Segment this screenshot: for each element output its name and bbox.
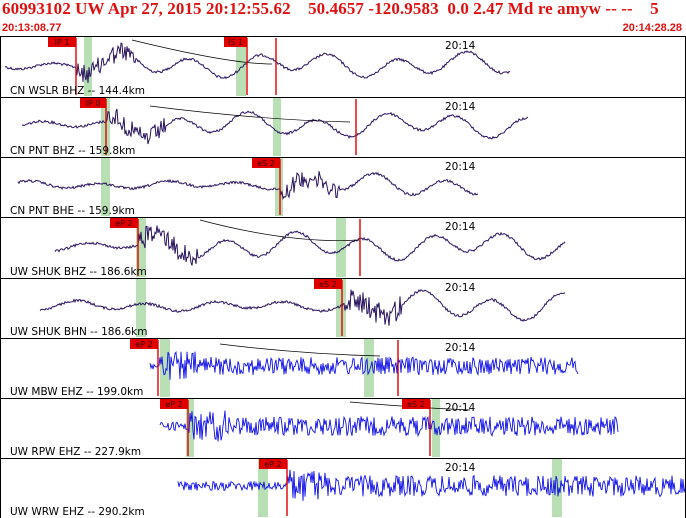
phase-pick-label: eP 2	[135, 340, 152, 349]
station-panel[interactable]: eP 2 20:14 UW SHUK BHZ -- 186.6km	[10, 218, 566, 278]
station-label: UW SHUK BHZ -- 186.6km	[10, 266, 147, 278]
waveform-trace	[17, 171, 479, 201]
station-panel[interactable]: eS 2 20:14 CN PNT BHE -- 159.9km	[10, 158, 479, 217]
phase-pick-label: IS 1	[228, 38, 243, 47]
phase-pick-box[interactable]	[130, 339, 158, 349]
pick-window-band	[84, 37, 92, 96]
pick-window-band	[336, 218, 346, 277]
station-label: CN PNT BHZ -- 159.8km	[10, 145, 135, 157]
station-label: UW RPW EHZ -- 227.9km	[10, 446, 141, 458]
phase-pick-label: eS 2	[257, 159, 275, 168]
pick-window-band	[101, 158, 110, 216]
station-label: UW SHUK BHN -- 186.6km	[10, 326, 147, 338]
pick-window-band	[552, 459, 562, 517]
station-label: UW MBW EHZ -- 199.0km	[10, 386, 143, 398]
pick-window-band	[136, 279, 146, 337]
travel-time-curve	[149, 105, 351, 123]
station-label: CN WSLR BHZ -- 144.4km	[10, 85, 145, 97]
travel-time-curve	[131, 39, 273, 65]
station-panel[interactable]: eP 2 eS 2 20:14 UW RPW EHZ -- 227.9km	[10, 399, 619, 458]
waveform-trace	[39, 289, 566, 326]
pick-window-band	[275, 158, 283, 216]
time-tick-label: 20:14	[445, 462, 476, 474]
phase-pick-label: eP 2	[115, 219, 132, 228]
phase-pick-label: eS 2	[407, 400, 425, 409]
window-end-time: 20:14:28.28	[622, 22, 682, 34]
phase-pick-box[interactable]	[110, 218, 138, 228]
time-tick-label: 20:14	[445, 161, 476, 173]
time-tick-label: 20:14	[445, 221, 476, 233]
pick-window-band	[336, 279, 346, 337]
waveform-trace	[4, 42, 511, 83]
phase-pick-box[interactable]	[252, 158, 280, 168]
travel-time-curve	[219, 343, 381, 357]
window-start-time: 20:13:08.77	[2, 22, 62, 34]
travel-time-curve	[199, 219, 361, 241]
phase-pick-box[interactable]	[48, 37, 76, 47]
phase-pick-box[interactable]	[402, 399, 430, 409]
time-tick-label: 20:14	[445, 282, 476, 294]
phase-pick-box[interactable]	[160, 399, 188, 409]
pick-window-band	[364, 339, 374, 397]
waveform-trace	[149, 350, 579, 380]
phase-pick-box[interactable]	[224, 37, 247, 47]
event-title: 60993102 UW Apr 27, 2015 20:12:55.62 50.…	[2, 0, 659, 18]
time-tick-label: 20:14	[445, 40, 476, 52]
station-panel[interactable]: eS 2 20:14 UW SHUK BHN -- 186.6km	[10, 279, 566, 338]
pick-window-band	[273, 98, 281, 156]
phase-pick-box[interactable]	[80, 98, 106, 108]
pick-window-band	[136, 218, 146, 277]
time-tick-label: 20:14	[445, 402, 476, 414]
station-panel[interactable]: IP 0 20:14 CN PNT BHZ -- 159.8km	[10, 98, 529, 157]
waveform-trace	[177, 469, 686, 501]
station-panel[interactable]: eP 2 20:14 UW WRW EHZ -- 290.2km	[10, 459, 686, 518]
phase-pick-label: eP 2	[264, 460, 281, 469]
station-label: UW WRW EHZ -- 290.2km	[10, 506, 145, 518]
pick-window-band	[160, 339, 170, 397]
station-panel[interactable]: IP 1 IS 1 20:14 CN WSLR BHZ -- 144.4km	[4, 37, 511, 97]
station-label: CN PNT BHE -- 159.9km	[10, 205, 135, 217]
phase-pick-label: eS 2	[319, 280, 337, 289]
phase-pick-label: IP 0	[86, 99, 101, 108]
waveform-trace	[159, 410, 619, 442]
phase-pick-label: eP 2	[165, 400, 182, 409]
waveform-trace	[54, 225, 566, 266]
station-panel[interactable]: eP 2 20:14 UW MBW EHZ -- 199.0km	[10, 339, 579, 398]
time-tick-label: 20:14	[445, 342, 476, 354]
time-tick-label: 20:14	[445, 101, 476, 113]
phase-pick-box[interactable]	[259, 459, 287, 469]
pick-window-band	[186, 399, 194, 457]
phase-pick-box[interactable]	[314, 279, 342, 289]
phase-pick-label: IP 1	[55, 38, 70, 47]
event-header: 60993102 UW Apr 27, 2015 20:12:55.62 50.…	[0, 0, 686, 36]
